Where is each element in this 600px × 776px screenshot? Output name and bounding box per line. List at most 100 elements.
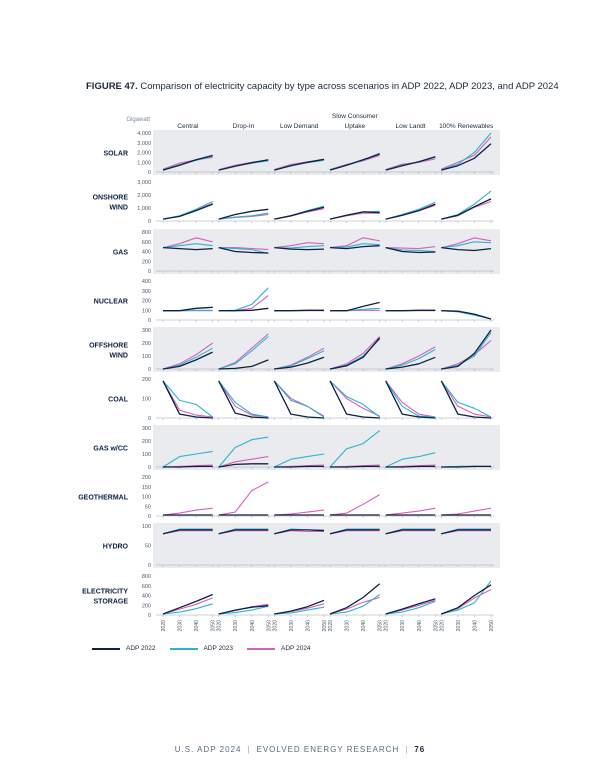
series-adp-2022-electricity-storage-100-renewables [441,584,492,615]
series-adp-2023-coal-low-demand [273,380,325,418]
row-label-coal: COAL [108,397,129,404]
scenario-header-low-demand: Low Demand [280,123,319,130]
row-label-solar: SOLAR [104,151,129,158]
y-tick-geothermal-3: 150 [142,485,151,491]
series-adp-2023-gas-w-cc-central [162,450,213,468]
series-adp-2022-gas-w-cc-central [163,465,213,468]
legend-swatch-adp-2022 [92,647,120,650]
series-adp-2022-onshore-wind-drop-in [218,208,269,220]
series-adp-2023-coal-central [162,380,214,418]
x-tick-label-slow-consumer-uptake-2030: 2030 [345,620,351,632]
footer-report: U.S. ADP 2024 [174,745,242,754]
figure-title-text: Comparison of electricity capacity by ty… [140,81,559,92]
series-adp-2022-coal-low-demand [273,380,325,419]
y-tick-solar-3: 3,000 [137,141,151,147]
series-adp-2023-solar-100-renewables [441,132,492,171]
x-tick-label-drop-in-2040: 2040 [250,620,256,632]
series-adp-2022-gas-low-landt [385,246,436,254]
series-adp-2024-gas-w-cc-drop-in [218,456,269,468]
series-adp-2024-nuclear-drop-in [218,295,269,312]
x-tick-label-low-demand-2030: 2030 [289,620,295,632]
x-tick-label-central-2050: 2050 [211,620,217,632]
series-adp-2023-onshore-wind-drop-in [218,212,269,220]
x-tick-label-central-2040: 2040 [194,620,200,632]
series-adp-2023-offshore-wind-drop-in [218,336,269,370]
y-tick-gas-w-cc-1: 100 [142,452,151,458]
series-adp-2023-gas-100-renewables [441,241,492,249]
y-tick-onshore-wind-0: 0 [148,219,151,225]
y-tick-onshore-wind-1: 1,000 [137,206,151,212]
series-adp-2023-onshore-wind-100-renewables [441,190,492,220]
series-adp-2022-offshore-wind-drop-in [218,359,269,370]
series-adp-2023-coal-slow-consumer-uptake [329,380,381,418]
series-adp-2023-onshore-wind-central [162,201,213,220]
series-adp-2022-hydro-100-renewables [441,529,491,535]
series-adp-2022-electricity-storage-central [162,593,213,615]
series-adp-2022-gas-w-cc-slow-consumer-uptake [330,465,380,468]
x-tick-label-low-landt-2050: 2050 [433,620,439,632]
series-adp-2023-gas-central [162,243,213,249]
series-adp-2024-offshore-wind-drop-in [218,333,269,370]
y-tick-hydro-2: 100 [142,524,151,530]
row-label-gas-w-cc: GAS w/CC [93,446,128,453]
y-tick-coal-0: 0 [148,416,151,422]
legend-item-adp-2022: ADP 2022 [92,645,156,652]
series-adp-2022-electricity-storage-low-landt [385,598,436,615]
y-tick-electricity-storage-1: 200 [142,603,151,609]
row-label-onshore-wind-line-1: ONSHORE [93,195,129,202]
series-adp-2022-hydro-low-landt [385,529,436,535]
y-tick-solar-2: 2,000 [137,151,151,157]
y-tick-solar-0: 0 [148,170,151,176]
series-adp-2022-gas-drop-in [218,246,269,254]
y-tick-coal-1: 100 [142,397,151,403]
series-adp-2023-nuclear-drop-in [218,287,269,312]
y-tick-gas-0: 0 [148,269,151,275]
y-tick-geothermal-1: 50 [145,504,151,510]
scenario-header-low-landt: Low Landt [396,123,426,130]
series-adp-2024-geothermal-central [162,507,213,516]
series-adp-2024-offshore-wind-low-landt [385,346,436,370]
series-adp-2022-hydro-low-demand [274,529,325,535]
series-adp-2022-gas-slow-consumer-uptake [329,245,380,250]
page-number: 76 [414,745,426,754]
y-tick-nuclear-0: 0 [148,318,151,324]
series-adp-2024-geothermal-drop-in [218,481,269,516]
series-adp-2022-hydro-central [162,529,213,535]
y-tick-nuclear-4: 400 [142,279,151,285]
series-adp-2022-solar-low-landt [385,156,436,171]
y-tick-nuclear-2: 200 [142,299,151,305]
series-adp-2022-onshore-wind-low-landt [385,203,436,220]
legend-label-adp-2024: ADP 2024 [281,645,311,652]
series-adp-2022-gas-central [162,246,213,251]
series-adp-2024-gas-low-landt [385,246,436,250]
x-tick-label-drop-in-2030: 2030 [233,620,239,632]
series-adp-2024-coal-low-demand [273,380,325,417]
legend-item-adp-2023: ADP 2023 [169,645,234,652]
series-adp-2023-electricity-storage-slow-consumer-uptake [329,594,381,615]
x-tick-label-central-2020: 2020 [161,620,167,632]
series-adp-2022-hydro-slow-consumer-uptake [329,529,380,535]
legend-item-adp-2024: ADP 2024 [247,645,311,652]
series-adp-2022-solar-100-renewables [441,143,492,171]
y-tick-electricity-storage-4: 800 [142,574,151,580]
series-adp-2024-offshore-wind-slow-consumer-uptake [329,336,381,370]
series-adp-2022-gas-low-demand [274,246,325,251]
series-adp-2024-offshore-wind-central [162,342,214,370]
x-tick-label-low-landt-2020: 2020 [384,620,390,632]
legend-label-adp-2023: ADP 2023 [203,645,234,652]
legend-swatch-adp-2024 [247,647,276,650]
series-adp-2023-nuclear-100-renewables [441,310,492,320]
series-adp-2023-electricity-storage-100-renewables [441,580,492,615]
series-adp-2023-electricity-storage-low-demand [274,606,325,615]
series-adp-2023-coal-low-landt [385,380,436,418]
row-label-offshore-wind-line-2: WIND [109,353,128,360]
series-adp-2022-offshore-wind-100-renewables [441,329,492,370]
series-adp-2022-solar-central [162,154,213,171]
series-adp-2022-nuclear-100-renewables [441,310,492,320]
row-label-hydro: HYDRO [103,544,129,551]
x-tick-label-low-landt-2030: 2030 [400,620,406,632]
series-adp-2024-coal-drop-in [218,380,269,418]
series-adp-2022-coal-100-renewables [440,380,492,419]
series-adp-2023-coal-100-renewables [440,380,492,418]
y-tick-onshore-wind-3: 3,000 [137,180,151,186]
